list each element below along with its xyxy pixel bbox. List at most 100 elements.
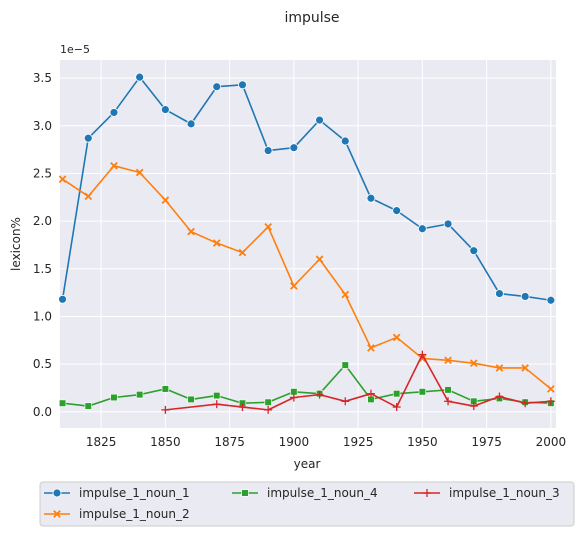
x-axis-ticks: 1825 1850 1875 1900 1925 1950 1975 2000 — [86, 435, 566, 449]
data-point — [418, 350, 427, 359]
data-point — [521, 399, 530, 408]
data-point — [469, 246, 479, 256]
data-point — [444, 356, 452, 365]
data-point — [315, 255, 324, 264]
data-point — [58, 294, 67, 304]
data-point — [58, 399, 67, 407]
data-point — [161, 385, 169, 393]
data-point — [495, 392, 504, 401]
plot-area — [60, 60, 556, 428]
y-axis-label: lexicon% — [9, 217, 23, 271]
data-point-stroke — [58, 175, 67, 184]
data-point-stroke — [238, 248, 247, 257]
data-point — [84, 192, 93, 201]
data-point-stroke — [315, 255, 324, 264]
x-tick-label: 1850 — [150, 435, 181, 449]
legend-item: impulse_1_noun_4 — [232, 486, 378, 500]
data-point — [521, 364, 529, 372]
data-point-stroke — [187, 227, 195, 236]
data-point — [417, 224, 427, 234]
data-point — [212, 400, 221, 409]
data-point — [289, 393, 298, 402]
y-tick-label: 2.5 — [33, 166, 52, 180]
data-point-stroke — [290, 282, 298, 290]
data-point — [186, 119, 196, 129]
y-tick-label: 3.0 — [33, 119, 52, 133]
series-layer — [58, 72, 556, 414]
x-tick-label: 1950 — [407, 435, 438, 449]
x-tick-label: 1900 — [279, 435, 310, 449]
data-point-stroke — [84, 192, 93, 201]
data-point — [109, 108, 119, 117]
y-tick-label: 1.0 — [33, 309, 52, 323]
data-point — [495, 289, 504, 298]
data-point — [341, 290, 350, 299]
data-point — [161, 405, 170, 414]
data-point — [212, 239, 221, 247]
data-point — [469, 359, 478, 368]
chart-title: impulse — [284, 10, 339, 26]
x-tick-label: 1925 — [343, 435, 374, 449]
data-point — [264, 405, 273, 414]
data-point-stroke — [547, 385, 555, 393]
x-tick-label: 1825 — [86, 435, 117, 449]
data-point — [443, 219, 453, 229]
data-point — [392, 206, 402, 216]
data-point-stroke — [367, 344, 375, 352]
data-point — [264, 223, 273, 231]
data-point — [495, 364, 504, 372]
legend-marker — [53, 510, 61, 518]
legend-item: impulse_1_noun_3 — [414, 486, 560, 500]
data-point — [84, 402, 92, 410]
data-point — [238, 248, 247, 257]
y-tick-label: 3.5 — [33, 71, 52, 85]
series-line-impulse_1_noun_4 — [62, 364, 551, 407]
data-point — [547, 385, 555, 393]
legend-marker — [52, 488, 62, 498]
legend-label: impulse_1_noun_3 — [449, 486, 560, 500]
data-point — [160, 105, 170, 114]
data-point — [187, 227, 195, 236]
x-tick-label: 1975 — [471, 435, 502, 449]
data-point-stroke — [161, 196, 170, 204]
data-point-stroke — [392, 333, 401, 342]
legend-marker — [241, 489, 249, 497]
data-point — [135, 72, 145, 82]
data-point-stroke — [521, 364, 529, 372]
y-axis-ticks: 0.0 0.5 1.0 1.5 2.0 2.5 3.0 3.5 — [33, 71, 52, 419]
y-tick-label: 0.5 — [33, 357, 52, 371]
x-tick-label: 2000 — [536, 435, 567, 449]
y-tick-label: 2.0 — [33, 214, 52, 228]
series-impulse_1_noun_2 — [58, 161, 555, 393]
data-point — [83, 133, 93, 143]
data-point — [418, 388, 426, 396]
legend-item: impulse_1_noun_1 — [44, 486, 190, 500]
data-point — [212, 82, 222, 92]
data-point — [58, 175, 67, 184]
data-point — [341, 361, 349, 369]
data-point — [469, 402, 478, 411]
data-point — [110, 393, 118, 402]
x-tick-label: 1875 — [214, 435, 245, 449]
data-point — [340, 136, 350, 146]
data-point — [444, 386, 452, 394]
data-point — [366, 193, 376, 203]
data-point — [135, 168, 144, 177]
data-point-stroke — [264, 223, 273, 231]
data-point — [341, 397, 350, 406]
data-point — [213, 391, 221, 400]
legend-box — [39, 481, 575, 527]
data-point-stroke — [341, 290, 350, 299]
data-point — [392, 333, 401, 342]
data-point — [392, 403, 401, 412]
data-point-stroke — [469, 359, 478, 368]
x-axis-label: year — [294, 457, 321, 471]
series-line-impulse_1_noun_2 — [62, 165, 552, 390]
series-line-impulse_1_noun_1 — [61, 76, 551, 302]
legend-item: impulse_1_noun_2 — [44, 507, 190, 521]
data-point — [161, 196, 170, 204]
legend-label: impulse_1_noun_1 — [79, 486, 190, 500]
data-point-stroke — [444, 356, 452, 365]
data-point — [367, 344, 375, 352]
